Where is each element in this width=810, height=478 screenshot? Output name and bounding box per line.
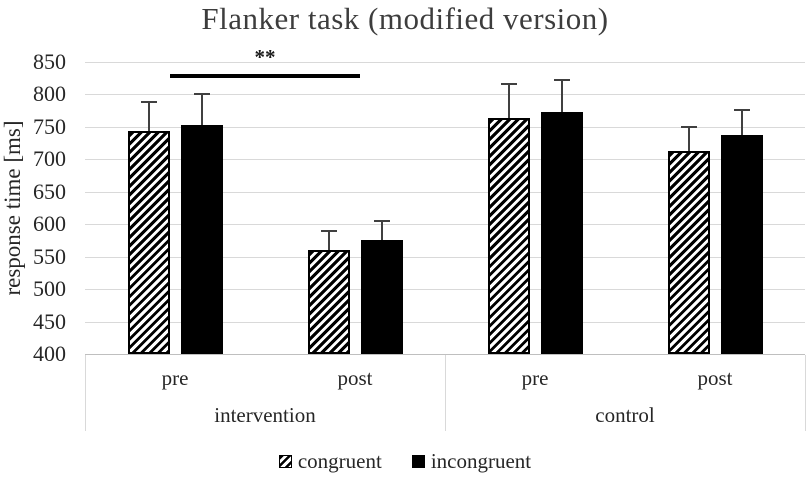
bar-incongruent-intervention-post [360,240,403,354]
gridline [85,321,805,323]
y-tick-label: 650 [33,178,66,204]
error-bar-incongruent-control-pre [560,80,563,112]
category-divider [445,355,446,431]
y-tick-label: 600 [33,211,66,237]
y-tick-label: 850 [33,49,66,74]
error-cap-congruent-intervention-pre [140,101,157,104]
error-cap-congruent-intervention-post [320,229,337,232]
bar-congruent-control-post [667,150,710,354]
error-bar-incongruent-control-post [740,110,743,136]
gridline [85,159,805,161]
chart-title: Flanker task (modified version) [201,1,609,36]
error-bar-incongruent-intervention-post [380,220,383,241]
error-cap-incongruent-control-pre [553,79,570,82]
y-tick-label: 750 [33,113,66,139]
y-tick-label: 800 [33,81,66,107]
gridline [85,62,805,63]
legend-item-congruent: congruent [278,448,382,474]
bar-congruent-intervention-pre [127,131,170,354]
error-cap-incongruent-intervention-post [373,219,390,222]
y-tick-label: 500 [33,276,66,302]
x-label-intervention-pre: pre [161,366,189,390]
error-bar-congruent-control-post [687,126,690,151]
error-cap-incongruent-intervention-pre [193,93,210,96]
error-bar-congruent-intervention-pre [147,102,150,132]
error-cap-incongruent-control-post [733,109,750,112]
bar-congruent-control-pre [487,117,530,354]
gridline [85,289,805,291]
error-cap-congruent-control-post [680,125,697,128]
significance-stars: ** [254,44,276,69]
error-bar-congruent-control-pre [507,84,510,118]
category-divider [85,355,86,431]
gridline [85,224,805,226]
y-tick-label: 400 [33,341,66,366]
error-bar-incongruent-intervention-pre [200,94,203,125]
x-axis-line [85,354,805,355]
gridline [85,94,805,96]
legend: congruent incongruent [0,448,810,474]
error-cap-congruent-control-pre [500,83,517,86]
bar-incongruent-control-post [720,135,763,354]
category-divider [805,355,806,431]
error-bar-congruent-intervention-post [327,230,330,250]
y-tick-label: 450 [33,308,66,334]
legend-item-incongruent: incongruent [411,448,532,474]
legend-swatch-incongruent [411,454,425,468]
significance-line [170,73,360,78]
gridline [85,126,805,128]
gridline [85,191,805,193]
gridline [85,256,805,258]
bar-congruent-intervention-post [307,249,350,354]
bar-incongruent-control-pre [540,111,583,354]
y-tick-label: 550 [33,243,66,269]
legend-label-congruent: congruent [297,448,382,473]
legend-label-incongruent: incongruent [430,448,532,473]
bar-incongruent-intervention-pre [180,124,223,354]
x-label-control-pre: pre [521,366,549,390]
x-label-control-post: post [697,366,733,390]
x-label-intervention-post: post [337,366,373,390]
x-group-label-control: control [595,403,655,427]
legend-swatch-congruent [278,454,292,468]
y-tick-label: 700 [33,146,66,172]
x-group-label-intervention: intervention [214,403,316,427]
